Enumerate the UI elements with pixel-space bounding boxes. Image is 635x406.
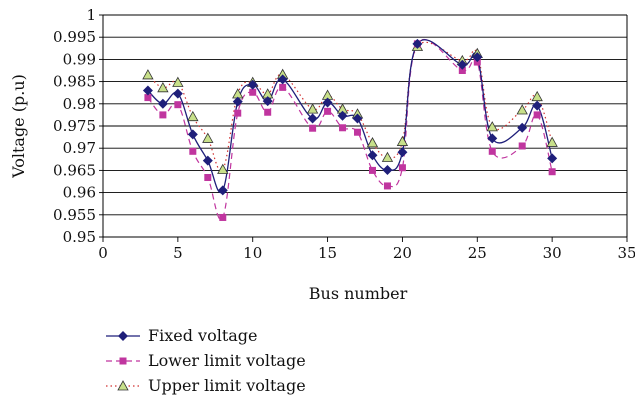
legend-item-lower: Lower limit voltage [106,351,306,370]
data-point-fixed [367,150,378,161]
y-tick-label: 0.975 [53,117,96,135]
y-tick-label: 0.995 [53,28,96,46]
y-tick-label: 1 [86,6,96,24]
data-point-lower [249,88,257,96]
axes [99,14,628,242]
x-tick-label: 35 [617,244,635,262]
data-point-lower [368,166,376,174]
data-point-lower [339,124,347,132]
legend-marker-lower [119,357,127,365]
x-tick-label: 30 [543,244,562,262]
legend-label-lower: Lower limit voltage [148,351,306,370]
data-point-lower [354,128,362,136]
data-point-fixed [307,113,318,124]
data-point-fixed [517,122,528,133]
data-point-fixed [487,133,498,144]
data-point-fixed [142,85,153,96]
y-tick-label: 0.95 [63,228,96,246]
x-tick-label: 15 [318,244,337,262]
series-line-0 [147,39,553,194]
x-tick-label: 0 [98,244,108,262]
y-tick-label: 0.98 [63,95,96,113]
x-axis-title: Bus number [309,284,408,303]
data-point-lower [488,147,496,155]
data-point-lower [174,101,182,109]
data-point-upper [486,121,498,132]
y-tick-label: 0.99 [63,50,96,68]
y-tick-label: 0.985 [53,73,96,91]
x-tick-labels: 0 5 10 15 20 25 30 35 [98,244,635,262]
data-point-lower [264,108,272,116]
data-point-upper [381,151,394,162]
data-point-fixed [322,97,333,108]
data-point-upper [366,137,379,148]
legend-label-fixed: Fixed voltage [148,326,258,345]
data-point-lower [219,213,227,221]
data-point-fixed [412,38,423,49]
data-point-upper [396,135,409,146]
data-point-lower [383,182,391,190]
data-point-lower [518,142,526,150]
data-point-fixed [457,59,468,70]
data-point-lower [458,67,466,74]
data-point-lower [234,109,242,117]
data-point-lower [309,124,317,132]
gridlines [103,14,627,238]
legend-label-upper: Upper limit voltage [148,376,306,395]
data-point-upper [306,103,319,114]
data-point-fixed [187,129,198,140]
data-point-fixed [547,153,558,164]
data-markers [142,38,558,221]
data-point-upper [172,76,184,87]
y-axis-title: Voltage (p.u) [9,74,28,179]
data-point-upper [142,69,154,80]
data-point-upper [157,81,169,93]
data-point-fixed [352,113,363,124]
data-point-lower [144,94,152,102]
data-point-fixed [262,96,273,107]
y-tick-labels: 0.95 0.955 0.96 0.965 0.97 0.975 0.98 0.985 0.99… [53,6,96,246]
data-point-fixed [337,110,348,121]
y-tick-label: 0.97 [63,139,96,157]
x-tick-label: 10 [243,244,262,262]
data-point-upper [187,110,199,122]
data-point-fixed [172,88,183,99]
data-point-lower [324,107,332,115]
data-point-fixed [247,79,258,90]
legend-marker-fixed [118,331,128,341]
legend-marker-upper [117,380,129,391]
data-point-lower [398,164,406,172]
legend-item-upper: Upper limit voltage [106,376,306,395]
data-point-upper [531,90,543,102]
data-point-fixed [532,100,543,111]
y-tick-label: 0.965 [53,161,96,179]
data-point-upper [516,104,528,115]
data-point-fixed [202,155,213,166]
data-point-lower [279,83,287,91]
data-point-upper [202,132,214,143]
data-point-fixed [277,74,288,85]
y-tick-label: 0.96 [63,184,96,202]
x-tick-label: 5 [173,244,183,262]
data-point-fixed [397,147,408,158]
data-point-fixed [472,52,483,63]
data-point-fixed [232,96,243,107]
data-point-lower [204,174,212,182]
data-point-lower [548,168,556,176]
x-tick-label: 25 [468,244,487,262]
x-tick-label: 20 [393,244,412,262]
legend-item-fixed: Fixed voltage [106,326,258,345]
data-point-lower [159,111,167,119]
data-point-upper [217,163,229,174]
legend: Fixed voltage Lower limit voltage Upper … [106,326,306,395]
data-point-fixed [157,98,168,109]
data-point-fixed [217,185,228,196]
data-point-lower [533,111,541,119]
data-point-lower [189,147,197,155]
y-tick-label: 0.955 [53,206,96,224]
data-point-fixed [382,164,393,175]
data-point-upper [546,136,558,147]
